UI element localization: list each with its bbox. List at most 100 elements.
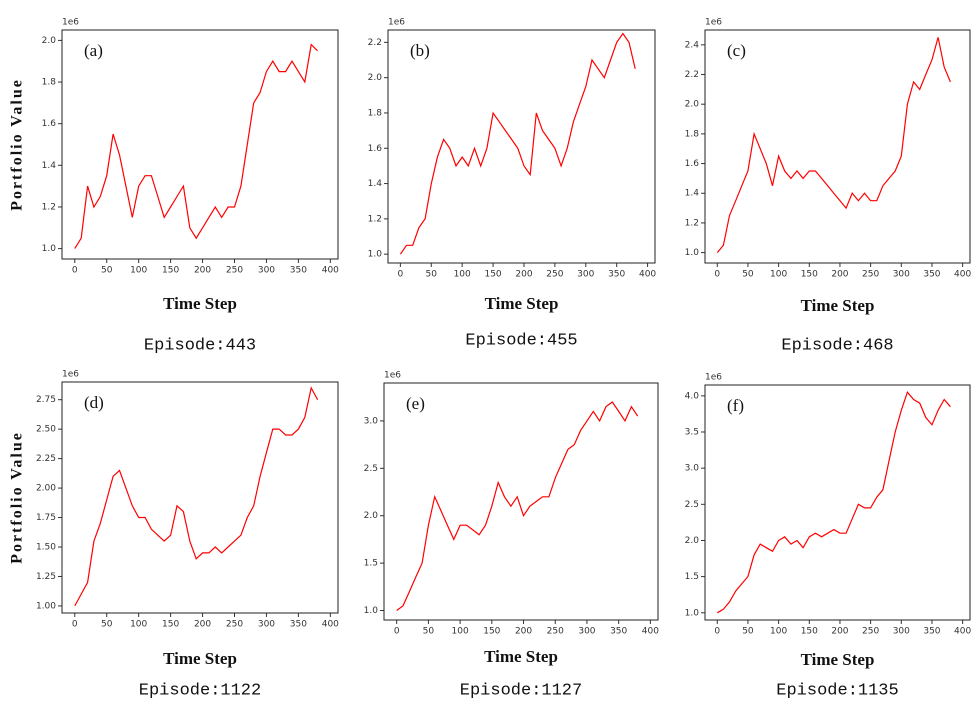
x-tick-label: 400 (954, 270, 971, 280)
panel-label: (a) (84, 41, 103, 60)
x-axis-label: Time Step (484, 647, 558, 666)
x-tick-label: 200 (831, 627, 848, 637)
x-tick-label: 200 (194, 266, 211, 276)
caption: Episode:468 (781, 336, 893, 355)
x-tick-label: 200 (515, 270, 532, 280)
offset-label: 1e6 (388, 18, 405, 28)
data-line (717, 37, 950, 252)
axes-frame (388, 30, 655, 263)
x-tick-label: 250 (862, 270, 879, 280)
axes-frame (62, 30, 338, 259)
x-tick-label: 300 (258, 266, 275, 276)
x-tick-label: 50 (423, 627, 435, 637)
y-axis-label: Portfolio Value (9, 431, 26, 564)
y-tick-label: 1.8 (685, 129, 700, 139)
y-tick-label: 1.4 (685, 189, 700, 199)
y-tick-label: 2.0 (42, 36, 57, 46)
y-tick-label: 2.5 (685, 500, 699, 510)
x-tick-label: 300 (893, 270, 910, 280)
caption: Episode:443 (144, 336, 256, 355)
y-tick-label: 2.4 (685, 40, 700, 50)
x-tick-label: 300 (577, 270, 594, 280)
x-axis-label: Time Step (163, 294, 237, 313)
y-tick-label: 1.25 (36, 572, 56, 582)
y-tick-label: 2.0 (368, 73, 383, 83)
x-tick-label: 0 (72, 266, 78, 276)
y-tick-label: 1.6 (368, 144, 383, 154)
x-tick-label: 150 (801, 270, 818, 280)
x-tick-label: 150 (162, 620, 179, 630)
data-line (400, 34, 635, 255)
x-axis-label: Time Step (801, 650, 875, 669)
offset-label: 1e6 (62, 370, 79, 380)
x-tick-label: 100 (770, 627, 787, 637)
x-tick-label: 350 (923, 627, 940, 637)
x-tick-label: 0 (714, 270, 720, 280)
data-line (397, 402, 638, 611)
x-tick-label: 250 (226, 266, 243, 276)
x-tick-label: 100 (454, 270, 471, 280)
x-tick-label: 100 (770, 270, 787, 280)
x-tick-label: 350 (290, 266, 307, 276)
x-tick-label: 0 (394, 627, 400, 637)
x-tick-label: 250 (547, 627, 564, 637)
panel-label: (d) (84, 393, 104, 412)
panel-label: (b) (410, 41, 430, 60)
y-tick-label: 1.0 (685, 608, 700, 618)
x-tick-label: 400 (322, 620, 339, 630)
x-tick-label: 250 (226, 620, 243, 630)
x-tick-label: 50 (742, 627, 754, 637)
figure: 1.0 1.2 1.4 1.6 1.8 2.0 0 50 100 150 200 250 300 350 4… (0, 0, 979, 702)
x-tick-label: 300 (258, 620, 275, 630)
x-tick-label: 400 (639, 270, 656, 280)
x-tick-label: 50 (101, 620, 113, 630)
y-tick-label: 3.0 (364, 416, 379, 426)
x-tick-label: 100 (130, 266, 147, 276)
y-tick-label: 1.50 (36, 543, 56, 553)
x-tick-label: 400 (954, 627, 971, 637)
offset-label: 1e6 (384, 371, 401, 381)
y-tick-label: 1.5 (685, 572, 699, 582)
y-tick-label: 1.2 (368, 214, 382, 224)
offset-label: 1e6 (62, 18, 79, 28)
x-tick-label: 0 (714, 627, 720, 637)
y-tick-label: 2.2 (368, 38, 382, 48)
x-tick-label: 150 (162, 266, 179, 276)
x-tick-label: 250 (546, 270, 563, 280)
x-axis-label: Time Step (801, 296, 875, 315)
x-tick-label: 150 (483, 627, 500, 637)
y-tick-label: 2.75 (36, 395, 56, 405)
x-tick-label: 100 (130, 620, 147, 630)
caption: Episode:455 (465, 331, 577, 350)
y-tick-label: 4.0 (685, 391, 700, 401)
y-tick-label: 1.0 (685, 248, 700, 258)
panel-label: (e) (406, 394, 425, 413)
y-tick-label: 1.8 (42, 78, 57, 88)
caption: Episode:1127 (460, 681, 582, 700)
x-tick-label: 150 (484, 270, 501, 280)
x-tick-label: 0 (72, 620, 78, 630)
y-tick-label: 1.75 (36, 513, 56, 523)
x-tick-label: 350 (608, 270, 625, 280)
x-tick-label: 350 (923, 270, 940, 280)
y-tick-label: 2.0 (685, 100, 700, 110)
y-tick-label: 2.50 (36, 425, 56, 435)
x-tick-label: 50 (101, 266, 113, 276)
y-tick-label: 1.2 (42, 202, 56, 212)
y-tick-label: 1.00 (36, 601, 56, 611)
y-tick-label: 1.4 (368, 179, 383, 189)
x-tick-label: 300 (578, 627, 595, 637)
x-tick-label: 250 (862, 627, 879, 637)
x-tick-label: 200 (831, 270, 848, 280)
y-tick-label: 2.0 (685, 536, 700, 546)
x-tick-label: 100 (452, 627, 469, 637)
x-tick-label: 300 (893, 627, 910, 637)
y-tick-label: 1.0 (364, 606, 379, 616)
panel-label: (c) (727, 41, 746, 60)
data-line (75, 388, 318, 606)
y-axis-label: Portfolio Value (9, 78, 26, 211)
axes-frame (62, 382, 338, 613)
x-tick-label: 50 (742, 270, 754, 280)
y-tick-label: 2.2 (685, 70, 699, 80)
y-tick-label: 1.5 (364, 559, 378, 569)
